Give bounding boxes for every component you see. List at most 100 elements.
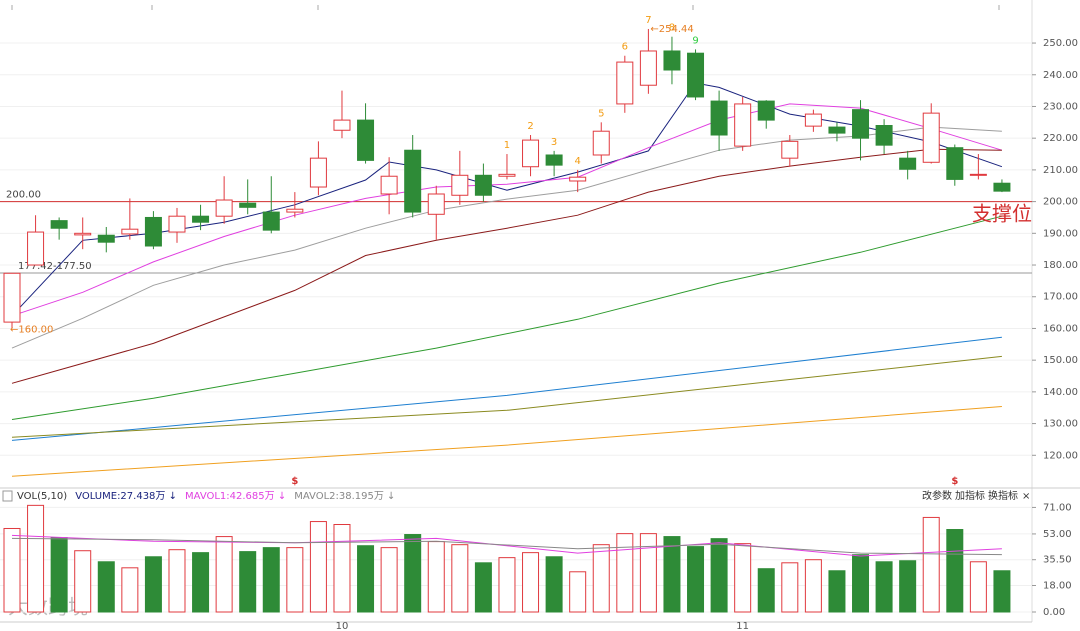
volume-bar	[993, 570, 1011, 613]
sequence-label: 1	[504, 140, 510, 151]
y-tick-label: 18.00	[1043, 580, 1072, 591]
legend-entry: MAVOL2:38.195万 ↓	[294, 491, 395, 502]
ma-line	[11, 215, 1003, 420]
x-tick-label: 10	[336, 621, 349, 631]
volume-bar	[168, 549, 186, 613]
volume-bar	[616, 533, 634, 613]
ma-line	[11, 355, 1002, 438]
low-label: ←160.00	[10, 324, 53, 335]
volume-bar	[97, 561, 115, 613]
candle-body	[239, 202, 257, 208]
toolbar-button[interactable]: ×	[1022, 491, 1030, 502]
y-tick-label: 240.00	[1043, 70, 1078, 81]
volume-bar	[474, 562, 492, 613]
ma-line	[11, 534, 1002, 557]
event-marker[interactable]: $	[291, 476, 298, 487]
volume-bar	[404, 534, 422, 613]
volume-bar	[922, 516, 940, 613]
volume-bar	[545, 556, 563, 613]
volume-bar	[239, 551, 257, 613]
candle-body	[969, 173, 987, 176]
y-tick-label: 120.00	[1043, 450, 1078, 461]
volume-bar	[828, 570, 846, 613]
sequence-label: 3	[551, 137, 557, 148]
volume-bar	[663, 536, 681, 613]
y-tick-label: 220.00	[1043, 133, 1078, 144]
candle-body	[804, 113, 822, 127]
volume-bar	[121, 567, 139, 613]
candle-body	[663, 50, 681, 71]
volume-bar	[215, 536, 233, 613]
y-tick-label: 190.00	[1043, 228, 1078, 239]
y-tick-label: 140.00	[1043, 387, 1078, 398]
candle-body	[333, 119, 351, 131]
volume-bar	[50, 537, 68, 613]
sequence-label: 7	[645, 15, 651, 26]
volume-bar	[804, 559, 822, 613]
ma-line	[11, 406, 1002, 477]
candle-body	[875, 125, 893, 146]
candle-body	[380, 175, 398, 195]
event-marker[interactable]: $	[951, 476, 958, 487]
legend-entry: VOL(5,10)	[17, 491, 67, 502]
volume-bar	[333, 524, 351, 613]
candle-body	[27, 231, 45, 266]
volume-bar	[781, 562, 799, 613]
y-tick-label: 0.00	[1043, 607, 1065, 618]
candle-body	[404, 149, 422, 213]
sequence-label: 5	[598, 108, 604, 119]
volume-bar	[74, 550, 92, 613]
volume-bar	[757, 568, 775, 613]
high-label: ←254.44	[650, 24, 693, 35]
candle-body	[922, 112, 940, 163]
candle-body	[734, 103, 752, 147]
candle-body	[592, 130, 610, 156]
candle-body	[286, 208, 304, 213]
volume-bar	[969, 561, 987, 613]
volume-bar	[357, 545, 375, 613]
toolbar-button[interactable]: 加指标	[955, 489, 985, 502]
volume-bar	[286, 547, 304, 613]
volume-bar	[498, 557, 516, 613]
toolbar-button[interactable]: 改参数	[922, 489, 952, 502]
candle-body	[309, 157, 327, 188]
candle-body	[215, 199, 233, 217]
toolbar-button[interactable]: 换指标	[988, 489, 1018, 502]
ma-line	[11, 336, 1002, 441]
volume-bar	[875, 561, 893, 613]
volume-bar	[3, 527, 21, 613]
candle-body	[899, 157, 917, 170]
candle-body	[545, 154, 563, 166]
volume-bar	[639, 533, 657, 613]
y-tick-label: 71.00	[1043, 502, 1072, 513]
volume-bar	[899, 560, 917, 613]
reference-label: 200.00	[6, 190, 41, 201]
y-tick-label: 160.00	[1043, 323, 1078, 334]
volume-bar	[262, 547, 280, 613]
help-icon[interactable]	[2, 490, 13, 502]
candle-body	[757, 100, 775, 121]
volume-bar	[309, 521, 327, 613]
candle-body	[474, 174, 492, 196]
candle-body	[121, 228, 139, 235]
candle-body	[50, 220, 68, 229]
volume-bar	[569, 571, 587, 613]
y-tick-label: 150.00	[1043, 355, 1078, 366]
sequence-label: 2	[527, 121, 533, 132]
volume-bar	[27, 504, 45, 613]
volume-bar	[427, 541, 445, 613]
candle-body	[852, 109, 870, 139]
candle-body	[522, 139, 540, 168]
x-tick-label: 11	[736, 621, 749, 631]
candle-body	[498, 173, 516, 177]
y-tick-label: 130.00	[1043, 419, 1078, 430]
ma-line	[11, 103, 1003, 317]
y-tick-label: 210.00	[1043, 165, 1078, 176]
volume-bar	[687, 546, 705, 613]
sequence-label: 8	[669, 23, 675, 34]
legend-entry: VOLUME:27.438万 ↓	[75, 491, 177, 502]
volume-bar	[451, 544, 469, 613]
candle-body	[710, 100, 728, 136]
y-tick-label: 35.50	[1043, 555, 1072, 566]
